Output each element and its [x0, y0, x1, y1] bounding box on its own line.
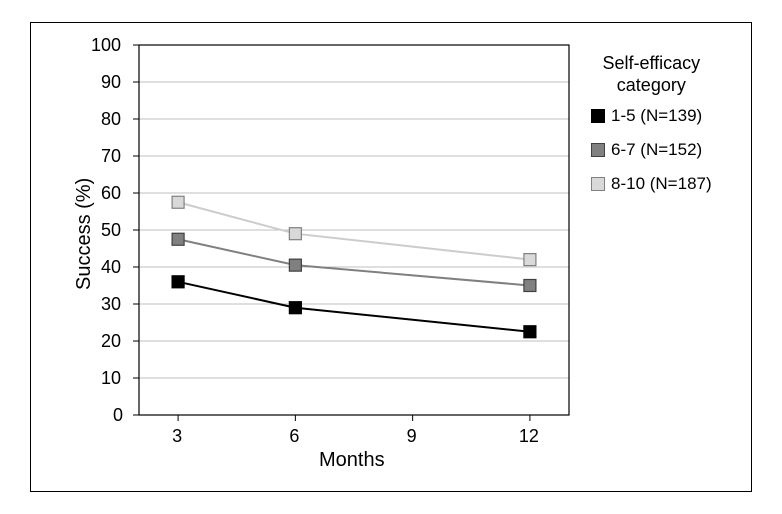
legend-title: Self-efficacycategory [591, 53, 712, 96]
y-tick-label: 10 [101, 369, 121, 387]
chart-frame: Success (%) Months Self-efficacycategory… [30, 22, 752, 492]
x-tick-label: 9 [407, 427, 417, 445]
y-tick-label: 0 [113, 406, 123, 424]
legend-label: 1-5 (N=139) [611, 106, 702, 126]
y-tick-label: 100 [91, 36, 121, 54]
legend: Self-efficacycategory 1-5 (N=139) 6-7 (N=… [591, 53, 712, 208]
y-tick-label: 60 [101, 184, 121, 202]
x-axis-title: Months [319, 449, 385, 472]
x-tick-label: 6 [289, 427, 299, 445]
legend-marker-icon [591, 143, 605, 157]
y-tick-label: 50 [101, 221, 121, 239]
y-tick-label: 30 [101, 295, 121, 313]
y-axis-title: Success (%) [73, 178, 96, 290]
x-tick-label: 12 [519, 427, 539, 445]
legend-item: 6-7 (N=152) [591, 140, 712, 160]
y-tick-label: 70 [101, 147, 121, 165]
legend-item: 1-5 (N=139) [591, 106, 712, 126]
x-tick-label: 3 [172, 427, 182, 445]
y-tick-label: 80 [101, 110, 121, 128]
y-tick-label: 20 [101, 332, 121, 350]
legend-item: 8-10 (N=187) [591, 174, 712, 194]
plot-area [139, 45, 569, 415]
legend-label: 6-7 (N=152) [611, 140, 702, 160]
legend-items: 1-5 (N=139) 6-7 (N=152) 8-10 (N=187) [591, 106, 712, 194]
legend-label: 8-10 (N=187) [611, 174, 712, 194]
y-tick-label: 90 [101, 73, 121, 91]
legend-marker-icon [591, 177, 605, 191]
legend-marker-icon [591, 109, 605, 123]
plot-svg [139, 45, 569, 415]
y-tick-label: 40 [101, 258, 121, 276]
